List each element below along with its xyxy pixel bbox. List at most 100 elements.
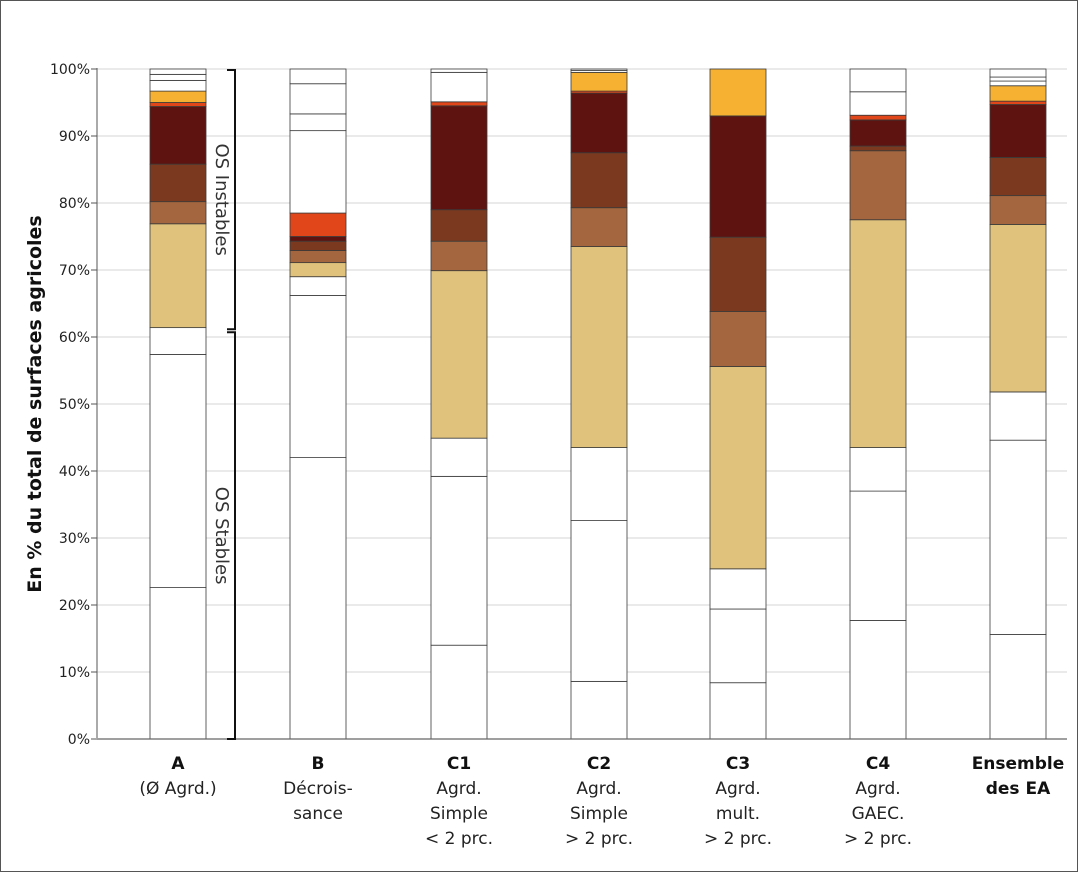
category-label-code: C3 (726, 754, 750, 774)
y-tick-labels: 0% 10% 20% 30% 40% 50% 60% 70% 80% 90% 100% (50, 62, 97, 748)
bar-segment (849, 219, 907, 448)
bar-segment (849, 620, 907, 740)
bar-segment (149, 106, 207, 165)
bar-segment (570, 68, 628, 71)
category-label-line: < 2 prc. (425, 829, 493, 849)
bar-segment (570, 680, 628, 740)
bar-segment (289, 295, 347, 458)
category-label-line: sance (293, 804, 343, 824)
category-label-code: C1 (447, 754, 471, 774)
bar-segment (570, 520, 628, 682)
bar-segment (989, 195, 1047, 225)
bar-segment (989, 157, 1047, 197)
bar-segment (709, 311, 767, 367)
bar-segment (989, 104, 1047, 158)
bar-segment (430, 105, 488, 211)
bar-segment (430, 475, 488, 646)
bar-segment (849, 150, 907, 221)
y-tick-label: 100% (50, 62, 90, 78)
bar-segment (149, 79, 207, 92)
bar-segment (149, 587, 207, 740)
category-label-line: Agrd. (855, 779, 900, 799)
bar-segment (149, 201, 207, 225)
bar-segment (570, 207, 628, 247)
bar-segment (709, 236, 767, 312)
bar-segment (430, 209, 488, 242)
bar-segment (989, 634, 1047, 740)
bar-segment (289, 236, 347, 242)
y-axis-label: En % du total de surfaces agricoles (24, 215, 46, 592)
bar-segment (430, 437, 488, 477)
category-label-line: > 2 prc. (565, 829, 633, 849)
bar-segment (149, 354, 207, 588)
bar-segment (709, 68, 767, 117)
bar-segment (849, 145, 907, 152)
category-label-line: mult. (716, 804, 760, 824)
y-tick-label: 20% (59, 598, 90, 614)
bar-segment (149, 90, 207, 103)
category-label-line: Simple (430, 804, 488, 824)
bar-segment (149, 102, 207, 107)
bar-segment (849, 91, 907, 116)
y-tick-label: 30% (59, 531, 90, 547)
bar-segment (149, 223, 207, 329)
y-tick-label: 40% (59, 464, 90, 480)
bar-segment (570, 246, 628, 448)
bar-segment (989, 439, 1047, 635)
bar-segment (849, 114, 907, 121)
bar-segment (989, 224, 1047, 393)
bar-segment (289, 250, 347, 264)
bar-segment (849, 447, 907, 492)
annotation-bracket (227, 331, 236, 740)
annotation-label: OS Stables (211, 487, 232, 585)
y-tick-label: 10% (59, 665, 90, 681)
bar-segment (430, 644, 488, 740)
bar-segment (289, 262, 347, 278)
bar-segment (989, 391, 1047, 441)
annotation-bracket (227, 69, 236, 331)
y-tick-label: 80% (59, 196, 90, 212)
bar-segment (289, 240, 347, 251)
bar-segment (709, 608, 767, 684)
category-label-code: Ensemble (972, 754, 1065, 774)
category-label-line: Agrd. (576, 779, 621, 799)
category-label-code: C4 (866, 754, 890, 774)
bar-segment (289, 68, 347, 85)
bar-segment (570, 92, 628, 154)
bars (149, 68, 1047, 740)
bar-segment (289, 212, 347, 237)
bar-segment (289, 83, 347, 115)
category-label-line: > 2 prc. (704, 829, 772, 849)
bar-segment (989, 85, 1047, 102)
bar-segment (149, 327, 207, 355)
bar-segment (289, 457, 347, 740)
bar-segment (989, 100, 1047, 105)
y-tick-label: 60% (59, 330, 90, 346)
x-category-labels: A (Ø Agrd.) B Décrois-sance C1 Agrd. Simple < 2… (139, 754, 1064, 849)
bar-segment (149, 68, 207, 75)
y-tick-label: 70% (59, 263, 90, 279)
os-annotations: OS Instables OS Stables (211, 69, 236, 740)
annotation-label: OS Instables (211, 143, 232, 255)
category-label-code: B (312, 754, 325, 774)
bar-segment (430, 68, 488, 73)
bar-segment (430, 240, 488, 272)
bar-segment (849, 119, 907, 147)
category-label-code: A (171, 754, 185, 774)
bar-segment (570, 71, 628, 92)
bar-segment (289, 276, 347, 296)
bar-segment (149, 73, 207, 81)
bar-segment (430, 101, 488, 107)
y-axis (96, 68, 1067, 740)
bar-segment (570, 447, 628, 521)
bar-segment (849, 68, 907, 93)
y-tick-label: 50% (59, 397, 90, 413)
category-label-line: (Ø Agrd.) (139, 779, 216, 799)
category-label-line: Agrd. (715, 779, 760, 799)
category-label-line: Décrois- (283, 779, 353, 799)
bar-segment (989, 76, 1047, 82)
bar-segment (709, 682, 767, 740)
bar-segment (570, 152, 628, 209)
